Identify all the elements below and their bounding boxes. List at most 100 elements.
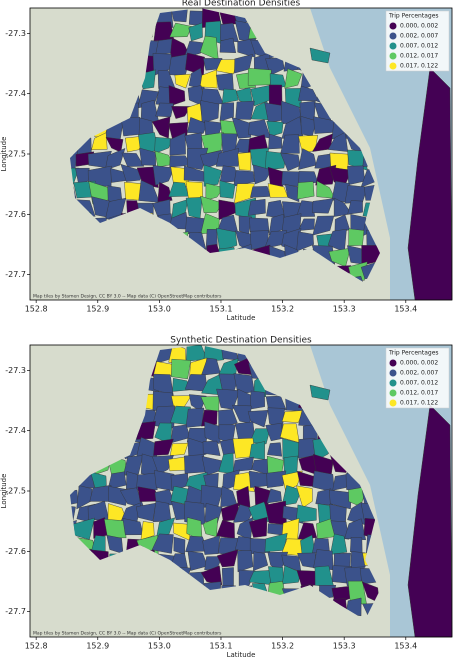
y-tick-label: -27.5: [5, 150, 26, 159]
x-tick-label: 153.0: [148, 642, 171, 651]
region: [200, 100, 220, 124]
region: [266, 120, 284, 137]
region: [174, 73, 191, 89]
legend-marker: [389, 359, 397, 367]
region: [121, 152, 145, 167]
y-tick-label: -27.3: [5, 366, 26, 375]
y-tick-label: -27.6: [5, 210, 26, 219]
legend-title: Trip Percentages: [388, 13, 439, 20]
region: [104, 148, 126, 171]
region: [247, 199, 266, 216]
y-tick-label: -27.7: [5, 270, 26, 279]
attribution: Map tiles by Stamen Design, CC BY 3.0 --…: [33, 294, 222, 300]
region: [168, 85, 186, 107]
legend-box: [385, 10, 450, 72]
region: [202, 535, 221, 555]
region: [309, 47, 331, 64]
legend-marker: [389, 22, 397, 30]
region: [200, 565, 223, 586]
region: [187, 437, 207, 460]
region: [169, 442, 189, 456]
region: [153, 438, 174, 456]
y-tick-label: -27.4: [5, 89, 26, 98]
region: [219, 37, 237, 53]
x-axis-label: Latitude: [227, 651, 256, 659]
region: [264, 151, 287, 171]
y-tick-label: -27.7: [5, 607, 26, 616]
region: [171, 106, 192, 119]
region: [215, 59, 238, 75]
region: [152, 455, 174, 475]
region: [219, 180, 236, 199]
region: [203, 164, 223, 187]
region: [136, 472, 158, 491]
region: [266, 470, 287, 488]
y-axis-label: Longitude: [0, 137, 8, 172]
legend-label: 0.017, 0.122: [400, 400, 438, 407]
region: [156, 517, 176, 539]
region: [284, 68, 303, 89]
region: [247, 410, 269, 428]
region: [281, 410, 304, 423]
region: [188, 22, 203, 42]
map-panel: 152.8 152.9 153.0 153.1 153.2 153.3 153.4 -27.3…: [0, 0, 453, 322]
region: [185, 407, 205, 428]
region: [347, 200, 363, 215]
region: [284, 183, 300, 203]
region: [233, 472, 255, 492]
region: [155, 38, 174, 56]
region: [169, 132, 186, 156]
region: [233, 456, 254, 472]
x-tick-label: 153.1: [210, 305, 233, 314]
region: [235, 100, 255, 120]
y-tick-label: -27.3: [5, 29, 26, 38]
legend-marker: [389, 32, 397, 40]
region: [296, 200, 316, 217]
legend: Trip Percentages 0.000, 0.002 0.002, 0.007…: [385, 347, 450, 409]
region: [309, 384, 331, 401]
legend-label: 0.000, 0.002: [400, 23, 438, 30]
x-tick-label: 152.9: [86, 642, 109, 651]
region: [154, 470, 175, 492]
legend-label: 0.002, 0.007: [400, 370, 438, 377]
y-tick-label: -27.6: [5, 547, 26, 556]
x-tick-label: 152.8: [25, 305, 48, 314]
region: [329, 489, 352, 510]
region: [140, 521, 155, 541]
region: [104, 518, 127, 539]
region: [237, 152, 252, 171]
map-panel: 152.8 152.9 153.0 153.1 153.2 153.3 153.4 -27.3…: [0, 336, 453, 659]
legend-marker: [389, 389, 397, 397]
region: [344, 518, 367, 541]
region: [139, 147, 156, 166]
region: [350, 537, 363, 554]
region: [296, 485, 313, 509]
x-tick-label: 153.2: [271, 305, 294, 314]
region: [281, 485, 302, 506]
region: [295, 504, 317, 523]
region: [237, 38, 256, 58]
legend-marker: [389, 62, 397, 70]
region: [250, 186, 271, 198]
region: [280, 134, 300, 154]
region: [90, 471, 107, 490]
region: [216, 388, 241, 410]
region: [312, 198, 334, 214]
region: [200, 195, 223, 214]
x-tick-label: 153.1: [210, 642, 233, 651]
region: [348, 228, 365, 247]
region: [216, 549, 239, 568]
legend-label: 0.007, 0.012: [400, 380, 438, 387]
legend-label: 0.000, 0.002: [400, 360, 438, 367]
region: [187, 147, 209, 170]
region: [152, 165, 175, 186]
region: [152, 500, 172, 522]
region: [123, 455, 144, 475]
region: [350, 551, 366, 570]
region: [169, 22, 192, 38]
legend-label: 0.017, 0.122: [400, 63, 438, 70]
attribution: Map tiles by Stamen Design, CC BY 3.0 --…: [33, 631, 222, 637]
x-tick-label: 153.4: [394, 305, 417, 314]
legend: Trip Percentages 0.000, 0.002 0.002, 0.007…: [385, 10, 450, 72]
region: [205, 182, 225, 201]
